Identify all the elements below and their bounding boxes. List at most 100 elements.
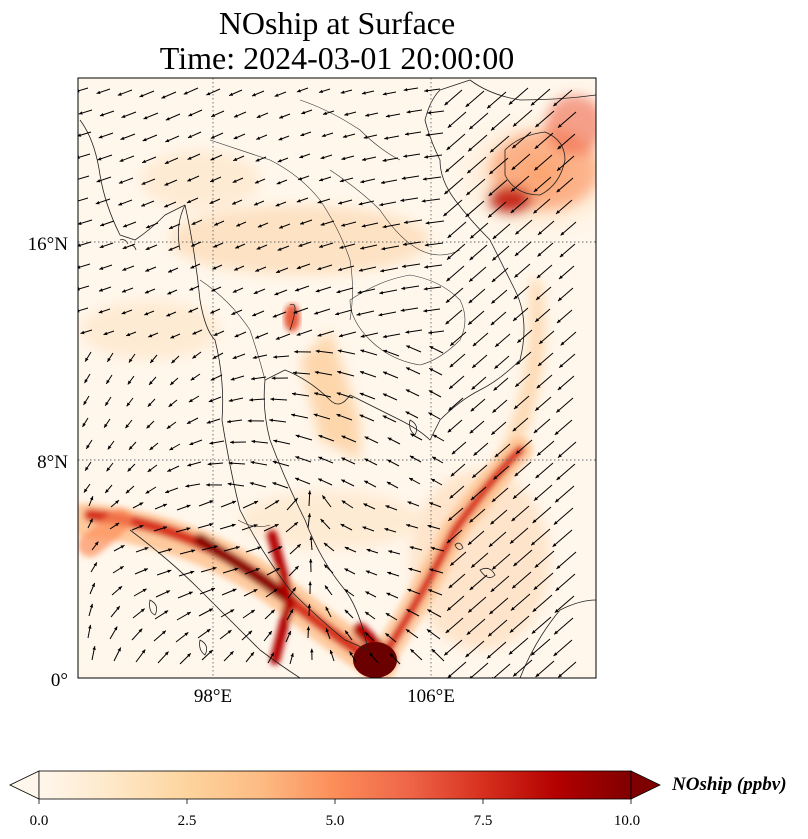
wind-vector-head bbox=[491, 278, 496, 282]
wind-vector-head bbox=[553, 102, 558, 107]
wind-vector-head bbox=[211, 587, 216, 592]
wind-vector bbox=[446, 243, 466, 260]
wind-vector-head bbox=[488, 543, 493, 547]
wind-vector-head bbox=[365, 611, 370, 616]
wind-vector-head bbox=[103, 331, 108, 336]
wind-vector-head bbox=[490, 588, 495, 592]
wind-vector bbox=[554, 485, 575, 503]
wind-vector bbox=[486, 641, 507, 659]
wind-vector-head bbox=[337, 349, 342, 353]
wind-vector-head bbox=[164, 610, 169, 614]
wind-vector-head bbox=[387, 571, 392, 576]
colorbar-tick-label: 5.0 bbox=[326, 813, 345, 829]
wind-vector-head bbox=[491, 299, 496, 304]
wind-vector-head bbox=[277, 159, 282, 163]
wind-vector-head bbox=[405, 389, 410, 393]
wind-vector-head bbox=[364, 458, 369, 462]
wind-vector-head bbox=[487, 654, 491, 659]
wind-vector-head bbox=[493, 475, 498, 480]
plume-light bbox=[170, 205, 430, 275]
wind-vector-head bbox=[274, 93, 279, 97]
wind-vector-head bbox=[446, 539, 451, 544]
wind-vector-head bbox=[382, 415, 387, 419]
wind-vector-head bbox=[424, 243, 429, 247]
wind-vector bbox=[468, 266, 487, 283]
wind-vector-head bbox=[294, 350, 298, 354]
wind-vector-head bbox=[96, 179, 101, 183]
wind-vector bbox=[508, 637, 529, 655]
wind-vector-head bbox=[227, 482, 232, 486]
wind-vector-head bbox=[161, 95, 166, 99]
wind-vector-head bbox=[512, 584, 516, 589]
map-plot-area bbox=[77, 77, 597, 679]
wind-vector-head bbox=[314, 392, 319, 396]
wind-vector-head bbox=[232, 289, 237, 293]
wind-vector-head bbox=[448, 517, 453, 521]
wind-vector-head bbox=[139, 93, 144, 98]
wind-vector-head bbox=[141, 203, 146, 207]
wind-vector-head bbox=[450, 472, 455, 477]
wind-vector-head bbox=[358, 268, 363, 272]
wind-vector-head bbox=[275, 500, 280, 504]
wind-vector-head bbox=[514, 273, 519, 278]
wind-vector-head bbox=[337, 370, 342, 375]
wind-vector-head bbox=[535, 474, 540, 479]
wind-vector-head bbox=[533, 209, 538, 214]
wind-vector bbox=[532, 594, 553, 613]
wind-vector-head bbox=[296, 544, 301, 548]
wind-vector-head bbox=[210, 377, 215, 381]
wind-vector-head bbox=[254, 202, 259, 206]
wind-vector-head bbox=[89, 603, 94, 608]
wind-vector-head bbox=[514, 252, 519, 256]
wind-vector-head bbox=[467, 169, 472, 174]
coastline-indochina bbox=[289, 239, 525, 441]
wind-vector-head bbox=[513, 122, 517, 127]
wind-vector-head bbox=[468, 608, 473, 613]
wind-vector-head bbox=[380, 268, 385, 273]
wind-vector-head bbox=[469, 518, 474, 523]
wind-vector-head bbox=[469, 125, 474, 130]
axis-labels: 98°E 106°E 0° 8°N 16°N bbox=[28, 234, 455, 707]
colorbar-title: NOship (ppbv) bbox=[671, 774, 787, 795]
wind-vector bbox=[444, 89, 463, 106]
wind-vector-head bbox=[492, 408, 497, 413]
wind-vector-head bbox=[253, 524, 258, 528]
island bbox=[199, 639, 208, 656]
wind-vector-head bbox=[344, 609, 349, 614]
wind-vector-head bbox=[535, 318, 540, 322]
wind-vector-head bbox=[406, 523, 411, 528]
wind-vector-head bbox=[126, 332, 131, 337]
wind-vector-head bbox=[349, 651, 353, 656]
wind-vector-head bbox=[361, 91, 366, 95]
wind-vector-head bbox=[531, 629, 536, 634]
wind-vector-head bbox=[143, 115, 148, 120]
wind-vector-head bbox=[187, 653, 191, 658]
wind-vector-head bbox=[447, 234, 452, 238]
wind-vector-head bbox=[168, 403, 173, 407]
wind-vector-head bbox=[164, 204, 169, 208]
wind-vector-head bbox=[336, 413, 341, 418]
wind-vector-head bbox=[100, 222, 105, 227]
wind-vector-head bbox=[537, 452, 541, 456]
wind-vector-head bbox=[125, 489, 130, 494]
wind-vector-head bbox=[446, 146, 451, 150]
wind-vector-head bbox=[107, 357, 111, 362]
wind-vector bbox=[470, 552, 489, 568]
wind-vector-head bbox=[512, 144, 517, 149]
wind-vector bbox=[533, 176, 552, 193]
wind-vector-head bbox=[122, 289, 126, 293]
wind-vector-head bbox=[141, 649, 146, 654]
wind-vector-head bbox=[379, 290, 384, 295]
wind-vector-head bbox=[164, 160, 169, 164]
lat-tick-label: 0° bbox=[51, 670, 68, 691]
wind-vector bbox=[489, 135, 510, 153]
wind-vector-head bbox=[530, 101, 535, 106]
wind-vector-head bbox=[556, 565, 561, 569]
colorbar-tick-label: 7.5 bbox=[474, 813, 493, 829]
map-frame bbox=[77, 77, 597, 679]
wind-vector-head bbox=[83, 400, 87, 405]
wind-vector-head bbox=[469, 675, 473, 678]
wind-vector-head bbox=[345, 630, 349, 635]
wind-vector-head bbox=[427, 524, 432, 529]
wind-vector bbox=[535, 660, 555, 678]
